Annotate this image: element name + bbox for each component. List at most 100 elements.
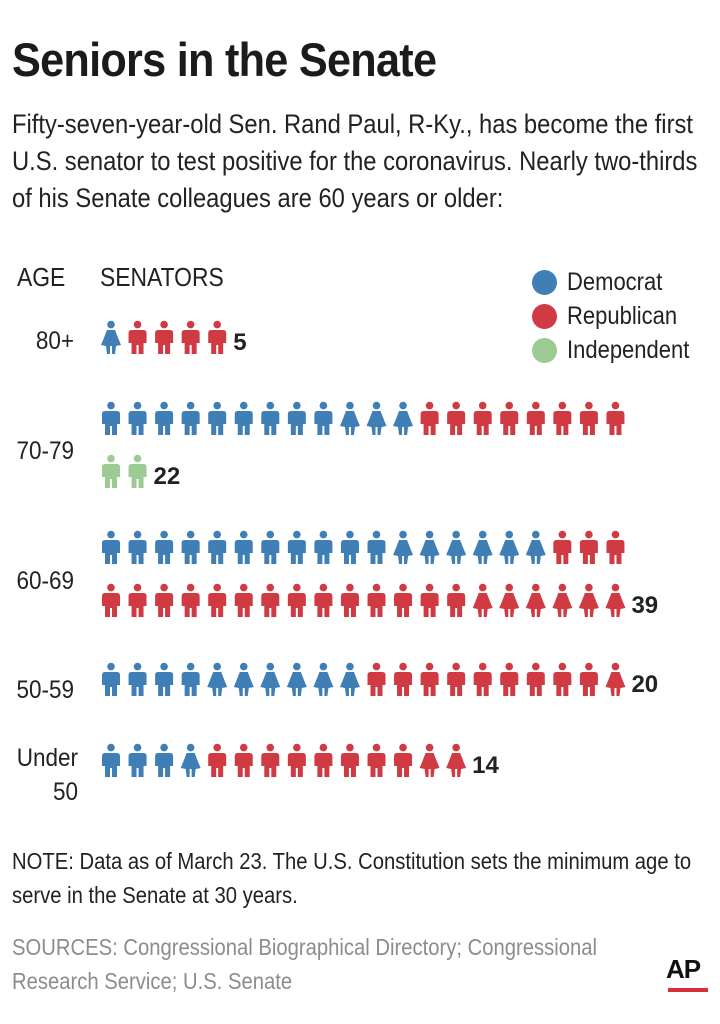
senator-icon-70-79-republican bbox=[447, 401, 466, 435]
senator-icon-under-50-democrat bbox=[180, 743, 201, 777]
senator-icon-50-59-republican bbox=[394, 662, 413, 696]
senator-icon-60-69-republican bbox=[208, 583, 227, 617]
legend-label-democrat: Democrat bbox=[567, 267, 663, 296]
senator-icon-80-plus-republican bbox=[181, 320, 200, 354]
senator-icon-70-79-democrat bbox=[181, 401, 200, 435]
senator-icon-60-69-republican bbox=[314, 583, 333, 617]
senator-icon-60-69-democrat bbox=[446, 530, 467, 564]
senator-icon-70-79-independent bbox=[102, 454, 120, 488]
senator-icon-50-59-democrat bbox=[181, 662, 200, 696]
senator-icon-60-69-republican bbox=[579, 530, 598, 564]
independent-swatch bbox=[532, 337, 557, 363]
senator-icon-60-69-democrat bbox=[340, 530, 359, 564]
age-label-70-79: 70-79 bbox=[16, 437, 74, 465]
senator-icon-under-50-republican bbox=[261, 743, 280, 777]
senator-icon-60-69-democrat bbox=[472, 530, 493, 564]
senator-icon-60-69-democrat bbox=[208, 530, 227, 564]
senator-icon-70-79-democrat bbox=[339, 401, 360, 435]
age-column-header: AGE bbox=[17, 262, 66, 292]
senator-icon-under-50-republican bbox=[234, 743, 253, 777]
chart-title: Seniors in the Senate bbox=[12, 33, 437, 86]
senator-icon-70-79-democrat bbox=[208, 401, 227, 435]
sources-text: SOURCES: Congressional Biographical Dire… bbox=[12, 934, 597, 994]
count-label-70-79: 22 bbox=[154, 463, 181, 490]
senator-icon-under-50-republican bbox=[419, 743, 440, 777]
senator-icon-60-69-democrat bbox=[393, 530, 414, 564]
senator-icon-60-69-republican bbox=[447, 583, 466, 617]
senator-icon-under-50-democrat bbox=[155, 743, 174, 777]
senator-icon-60-69-republican bbox=[552, 583, 573, 617]
senator-icon-under-50-republican bbox=[208, 743, 227, 777]
senator-icon-50-59-republican bbox=[526, 662, 545, 696]
senator-icon-60-69-democrat bbox=[525, 530, 546, 564]
senator-icon-50-59-republican bbox=[367, 662, 386, 696]
senator-icon-60-69-republican bbox=[606, 530, 625, 564]
senator-icon-70-79-democrat bbox=[366, 401, 387, 435]
republican-swatch bbox=[532, 303, 557, 329]
senator-icon-60-69-democrat bbox=[314, 530, 333, 564]
senator-icon-50-59-republican bbox=[447, 662, 466, 696]
senator-icon-50-59-democrat bbox=[207, 662, 228, 696]
senator-icon-50-59-democrat bbox=[339, 662, 360, 696]
senator-icon-60-69-democrat bbox=[367, 530, 386, 564]
senator-icon-70-79-democrat bbox=[261, 401, 280, 435]
senator-icon-60-69-republican bbox=[394, 583, 413, 617]
senators-column-header: SENATORS bbox=[100, 262, 224, 292]
age-label-under-50: Under 50 bbox=[16, 744, 78, 806]
age-label-80-plus: 80+ bbox=[35, 327, 74, 355]
senator-icon-70-79-democrat bbox=[102, 401, 120, 435]
senator-icon-70-79-republican bbox=[500, 401, 519, 435]
senator-icon-under-50-republican bbox=[446, 743, 467, 777]
senator-icon-70-79-democrat bbox=[393, 401, 414, 435]
legend-item-independent: Independent bbox=[532, 333, 706, 367]
senator-icon-60-69-democrat bbox=[128, 530, 147, 564]
count-label-60-69: 39 bbox=[631, 592, 658, 619]
senator-icon-60-69-republican bbox=[287, 583, 306, 617]
senator-icon-70-79-republican bbox=[420, 401, 439, 435]
senator-icon-under-50-republican bbox=[340, 743, 359, 777]
democrat-swatch bbox=[532, 269, 557, 295]
legend-item-republican: Republican bbox=[532, 299, 692, 333]
senator-icon-70-79-republican bbox=[553, 401, 572, 435]
ap-logo-text: AP bbox=[666, 954, 701, 984]
note-text: NOTE: Data as of March 23. The U.S. Cons… bbox=[12, 848, 692, 908]
senator-icon-70-79-independent bbox=[128, 454, 147, 488]
senator-icon-70-79-democrat bbox=[314, 401, 333, 435]
senator-icon-50-59-republican bbox=[579, 662, 598, 696]
senator-icon-50-59-democrat bbox=[313, 662, 334, 696]
senator-icon-60-69-republican bbox=[340, 583, 359, 617]
senator-icon-50-59-republican bbox=[553, 662, 572, 696]
senator-icon-60-69-republican bbox=[181, 583, 200, 617]
senator-icon-50-59-republican bbox=[420, 662, 439, 696]
senator-icon-50-59-democrat bbox=[128, 662, 147, 696]
age-label-50-59: 50-59 bbox=[16, 676, 74, 704]
senator-icon-60-69-democrat bbox=[155, 530, 174, 564]
senator-icon-50-59-republican bbox=[473, 662, 492, 696]
senator-icon-60-69-republican bbox=[472, 583, 493, 617]
senator-icon-60-69-republican bbox=[102, 583, 120, 617]
senator-icon-50-59-republican bbox=[500, 662, 519, 696]
count-label-80-plus: 5 bbox=[233, 329, 246, 356]
count-label-50-59: 20 bbox=[631, 671, 658, 698]
senator-icon-50-59-democrat bbox=[286, 662, 307, 696]
senator-icon-under-50-democrat bbox=[128, 743, 147, 777]
senator-icon-50-59-democrat bbox=[233, 662, 254, 696]
senator-icon-60-69-republican bbox=[367, 583, 386, 617]
senator-icon-50-59-democrat bbox=[102, 662, 120, 696]
legend-label-independent: Independent bbox=[567, 335, 690, 364]
senator-icon-80-plus-democrat bbox=[101, 320, 121, 354]
senator-icon-60-69-democrat bbox=[261, 530, 280, 564]
senator-icon-under-50-republican bbox=[314, 743, 333, 777]
senator-icon-60-69-democrat bbox=[287, 530, 306, 564]
senator-icon-70-79-democrat bbox=[128, 401, 147, 435]
senator-icon-60-69-republican bbox=[499, 583, 520, 617]
senator-icon-60-69-republican bbox=[128, 583, 147, 617]
senator-icon-70-79-republican bbox=[579, 401, 598, 435]
senator-icon-60-69-republican bbox=[605, 583, 626, 617]
senator-icon-under-50-democrat bbox=[102, 743, 120, 777]
senator-icon-60-69-democrat bbox=[419, 530, 440, 564]
senator-icon-60-69-republican bbox=[155, 583, 174, 617]
senator-icon-80-plus-republican bbox=[128, 320, 147, 354]
legend-label-republican: Republican bbox=[567, 301, 678, 330]
age-label-60-69: 60-69 bbox=[16, 567, 74, 595]
